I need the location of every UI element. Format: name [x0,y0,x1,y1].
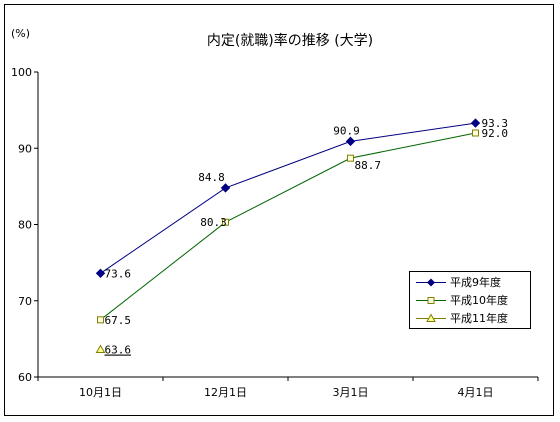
x-tick-label: 12月1日 [204,386,247,399]
legend-swatch [416,278,446,287]
data-point-s1 [222,218,229,226]
data-point-s1 [472,129,479,137]
legend-label: 平成10年度 [450,294,508,307]
data-label-s0: 73.6 [105,267,132,280]
y-tick-label: 100 [11,66,32,79]
data-point-s0 [345,136,356,147]
legend-item: 平成11年度 [410,310,530,327]
data-point-s0 [470,118,481,128]
data-point-s1 [347,154,354,162]
series-line-1 [100,132,476,321]
data-label-s2: 63.6 [105,344,132,357]
y-tick-label: 90 [18,142,32,155]
y-tick-label: 70 [18,295,32,308]
data-point-s0 [220,183,231,193]
y-tick-label: 60 [18,371,32,384]
y-tick-label: 80 [18,219,32,232]
data-label-s1: 92.0 [482,127,509,140]
x-tick-label: 3月1日 [333,386,369,399]
chart-title: 内定(就職)率の推移 (大学) [207,32,373,49]
data-point-s1 [97,316,104,324]
chart-frame: 内定(就職)率の推移 (大学) (%) 60 70 80 90 100 10月1日 12月1… [4,4,554,416]
legend-item: 平成9年度 [410,274,530,291]
data-label-s1: 80.3 [200,216,227,229]
y-axis-unit-label: (%) [11,27,30,40]
x-tick-label: 10月1日 [79,386,122,399]
series-line-0 [100,122,476,274]
data-label-s1: 88.7 [355,159,382,172]
data-label-s1: 67.5 [105,314,132,327]
data-point-s0 [95,268,106,279]
legend-item: 平成10年度 [410,292,530,309]
legend-label: 平成9年度 [450,276,501,289]
legend-swatch [416,313,446,322]
legend-label: 平成11年度 [450,312,508,325]
chart-canvas: 内定(就職)率の推移 (大学) (%) 60 70 80 90 100 10月1日 12月1… [11,27,539,399]
data-point-s2 [95,344,106,354]
data-label-s0: 90.9 [333,124,360,137]
data-label-s0: 84.8 [198,171,225,184]
legend: 平成9年度平成10年度 平成11年度 [409,271,531,329]
legend-swatch [416,297,446,304]
x-tick-label: 4月1日 [458,386,494,399]
data-label-s0: 93.3 [482,117,509,130]
